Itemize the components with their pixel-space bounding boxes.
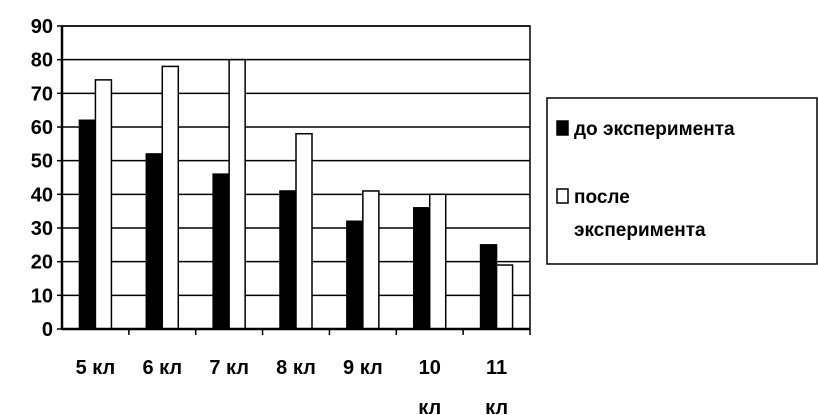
bar-after-experiment [228, 58, 246, 330]
y-tick-label: 0 [42, 319, 53, 341]
bar-after-experiment [295, 132, 313, 330]
x-category-label: 5 кл [76, 357, 116, 379]
y-tick-label: 10 [31, 285, 53, 307]
bar-before-experiment [412, 207, 431, 330]
bar-before-experiment [346, 220, 364, 330]
bar-before-experiment [145, 153, 164, 330]
bar-after-experiment [428, 193, 447, 330]
y-tick-label: 40 [31, 184, 53, 206]
bars [78, 58, 514, 330]
legend-box [546, 97, 818, 265]
y-tick-label: 30 [31, 218, 53, 240]
x-category-label: кл [418, 397, 441, 415]
y-tick-label: 60 [31, 117, 53, 139]
y-tick-label: 70 [31, 83, 53, 105]
y-tick-label: 90 [31, 16, 53, 38]
legend-label-after: эксперимента [574, 220, 706, 241]
bar-before-experiment [279, 190, 297, 330]
x-axis-category-labels: 5 кл 6 кл 7 кл 8 кл 9 кл 10 кл 11 кл [76, 357, 508, 415]
x-category-label: 6 кл [142, 357, 182, 379]
bar-after-experiment [495, 264, 514, 330]
y-tick-label: 50 [31, 151, 53, 173]
x-category-label: 8 кл [276, 357, 316, 379]
y-tick-label: 80 [31, 50, 53, 72]
bar-after-experiment [94, 79, 113, 330]
y-axis-tick-labels: 0 10 20 30 40 50 60 70 80 90 [31, 16, 53, 341]
x-category-label: кл [485, 397, 508, 415]
bar-after-experiment [161, 65, 180, 330]
legend-swatch-after [556, 188, 569, 204]
legend: до эксперимента после эксперимента [546, 97, 818, 265]
legend-swatch-before [556, 120, 569, 136]
axes [57, 25, 531, 335]
bar-before-experiment [212, 173, 230, 330]
x-category-label: 7 кл [209, 357, 249, 379]
y-tick-label: 20 [31, 252, 53, 274]
bar-before-experiment [479, 244, 498, 330]
bar-after-experiment [362, 190, 380, 330]
bar-before-experiment [78, 119, 97, 330]
legend-label-after: после [574, 187, 630, 208]
x-category-label: 10 [419, 357, 441, 379]
legend-label-before: до эксперимента [574, 119, 735, 140]
x-category-label: 11 [486, 357, 507, 379]
x-category-label: 9 кл [343, 357, 383, 379]
